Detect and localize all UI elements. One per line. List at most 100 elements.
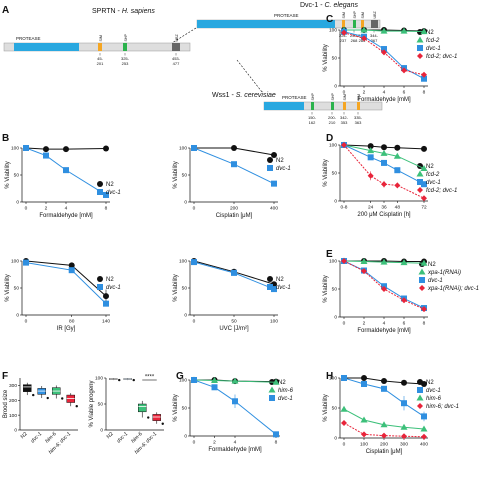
x-tick-label-B4-2: 100 (270, 319, 278, 325)
dvc1-protease-label: PROTEASE (274, 13, 299, 18)
x-tick-label-B3-1: 80 (69, 319, 75, 325)
data-point-H-3-0 (341, 420, 347, 426)
x-tick-label-D-1: 24 (368, 205, 374, 211)
data-point-D-3-3 (394, 182, 401, 189)
x-tick-label-E-1: 2 (363, 321, 366, 327)
box-outlier-F1-1 (46, 396, 49, 400)
data-point-E-3-4 (421, 306, 427, 313)
data-point-H-1-4 (421, 413, 427, 420)
y-tick-label-F1-2: 200 (9, 398, 17, 404)
data-point-H-1-2 (381, 385, 387, 392)
connector-line-2 (236, 59, 263, 93)
y-tick-label-B4-2: 100 (179, 259, 187, 265)
legend-marker-B1-1 (97, 189, 103, 195)
y-tick-label-F1-3: 300 (9, 383, 17, 389)
y-tick-label-E-2: 100 (329, 259, 337, 265)
data-point-D-1-4 (420, 165, 428, 172)
worm-motif-name-1: SHP (353, 11, 357, 19)
x-axis-label-G: Formaldehyde [mM] (208, 447, 262, 453)
x-tick-label-C-2: 4 (383, 90, 386, 96)
legend-marker-G-2 (269, 395, 275, 401)
y-tick-label-B3-2: 100 (11, 259, 19, 265)
x-tick-label-H-3: 300 (400, 442, 408, 448)
y-tick-label-B1-0: 0 (16, 200, 19, 206)
x-tick-label-B1-3: 8 (105, 206, 108, 212)
sprtn-protease-domain (14, 43, 79, 51)
y-tick-label-B2-1: 50 (182, 173, 188, 179)
x-tick-label-B4-1: 50 (231, 319, 237, 325)
x-tick-label-B2-0: 0 (193, 206, 196, 212)
data-point-G-2-3 (273, 431, 279, 438)
y-tick-label-B1-2: 100 (11, 146, 19, 152)
yeast-motif-range-0-1: 162 (309, 120, 316, 125)
legend-label-H-2: him-6 (426, 396, 442, 402)
y-axis-label-F2: % Viable progeny (89, 381, 95, 428)
data-point-G-2-1 (211, 384, 218, 391)
data-point-H-2-4 (420, 425, 428, 432)
legend-marker-C-3 (417, 53, 423, 59)
wss1-sim2-motif (357, 102, 360, 110)
worm-motif-name-2: SIM (361, 12, 365, 18)
data-point-C-2-4 (421, 75, 427, 82)
data-point-D-1-3 (393, 152, 401, 159)
y-tick-label-B3-1: 50 (14, 286, 20, 292)
x-tick-label-C-1: 2 (363, 90, 366, 96)
y-axis-label-B3: % Viability (5, 274, 11, 302)
data-point-D-0-2 (381, 144, 387, 151)
category-label-F1-1: dvc-1 (30, 431, 43, 444)
data-point-B3-1-2 (103, 300, 109, 307)
data-point-C-3-4 (421, 71, 427, 78)
dvc1-protease-domain (197, 20, 335, 28)
y-tick-label-B4-0: 0 (184, 313, 187, 319)
x-tick-label-D-3: 48 (395, 205, 401, 211)
data-point-B4-1-2 (271, 286, 277, 293)
dvc1-sim-motif (342, 20, 345, 28)
legend-label-E-0: N2 (428, 262, 436, 268)
data-point-H-3-2 (381, 432, 387, 439)
series-line-B3-1 (25, 262, 107, 305)
legend-label-C-0: N2 (426, 30, 434, 36)
data-point-G-1-1 (211, 377, 218, 384)
legend-label-B4-0: N2 (276, 277, 284, 283)
panel-label-G: G (176, 371, 184, 382)
data-point-B1-0-2 (63, 146, 69, 153)
data-point-B2-0-2 (271, 152, 277, 159)
human-motif-name-2: UBZ (175, 34, 179, 42)
yeast-motif-range-1-1: 210 (329, 120, 336, 125)
data-point-B4-1-0 (191, 259, 197, 266)
x-tick-label-B3-2: 140 (102, 319, 110, 325)
y-axis-label-G: % Viability (173, 394, 179, 422)
data-point-B1-1-3 (103, 191, 109, 198)
legend-label-D-1: fcd-2 (426, 172, 440, 178)
box-outlier-F1-0 (32, 393, 35, 397)
legend-label-G-1: him-6 (278, 388, 294, 394)
x-axis-label-B4: UVC [J/m²] (219, 326, 249, 332)
chart-G: G 0 50 100 % Viability 0 2 4 8 Formaldehyde [mM] N… (173, 371, 294, 453)
sprtn-bar (3, 42, 191, 52)
legend-label-D-2: dvc-1 (426, 180, 441, 186)
y-tick-label-F2-1: 50 (98, 402, 104, 408)
legend-label-B2-1: dvc-1 (276, 166, 291, 172)
category-label-F1-0: N2 (20, 431, 29, 440)
wss1-shp-motif (311, 102, 314, 110)
legend-label-D-3: fcd-2; dvc-1 (426, 188, 457, 194)
y-tick-label-G-2: 100 (179, 378, 187, 384)
x-tick-label-H-0: 0 (343, 442, 346, 448)
data-point-B3-0-1 (68, 262, 75, 269)
worm-motif-range-3-1: 367 (371, 38, 378, 43)
legend-label-G-0: N2 (278, 380, 286, 386)
legend-label-G-2: dvc-1 (278, 396, 293, 402)
worm-motif-name-0: SIM (342, 12, 346, 18)
x-tick-label-H-1: 100 (360, 442, 368, 448)
chart-B4: 0 50 100 % Viability 0 50 100 UVC [J/m²] N2 dvc-1 (173, 258, 291, 332)
data-point-G-1-2 (231, 377, 239, 384)
wss1-protease-label: PROTEASE (282, 95, 307, 100)
y-tick-label-D-1: 50 (332, 171, 338, 177)
data-point-D-0-3 (394, 144, 401, 151)
data-point-H-2-0 (340, 405, 348, 412)
x-tick-label-D-0: 0-8 (341, 205, 348, 211)
y-tick-label-E-1: 50 (332, 287, 338, 293)
legend-marker-E-2 (419, 277, 425, 283)
box-F2-3 (152, 414, 161, 421)
data-point-G-2-2 (232, 398, 238, 405)
